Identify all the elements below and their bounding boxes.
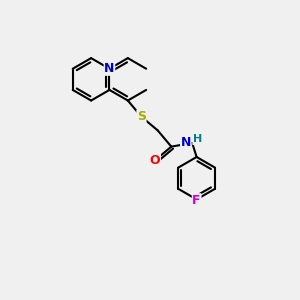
Text: N: N (181, 136, 191, 149)
Text: H: H (193, 134, 202, 144)
Text: S: S (137, 110, 146, 123)
Text: N: N (104, 62, 115, 75)
Text: F: F (192, 194, 201, 207)
Text: O: O (150, 154, 160, 167)
